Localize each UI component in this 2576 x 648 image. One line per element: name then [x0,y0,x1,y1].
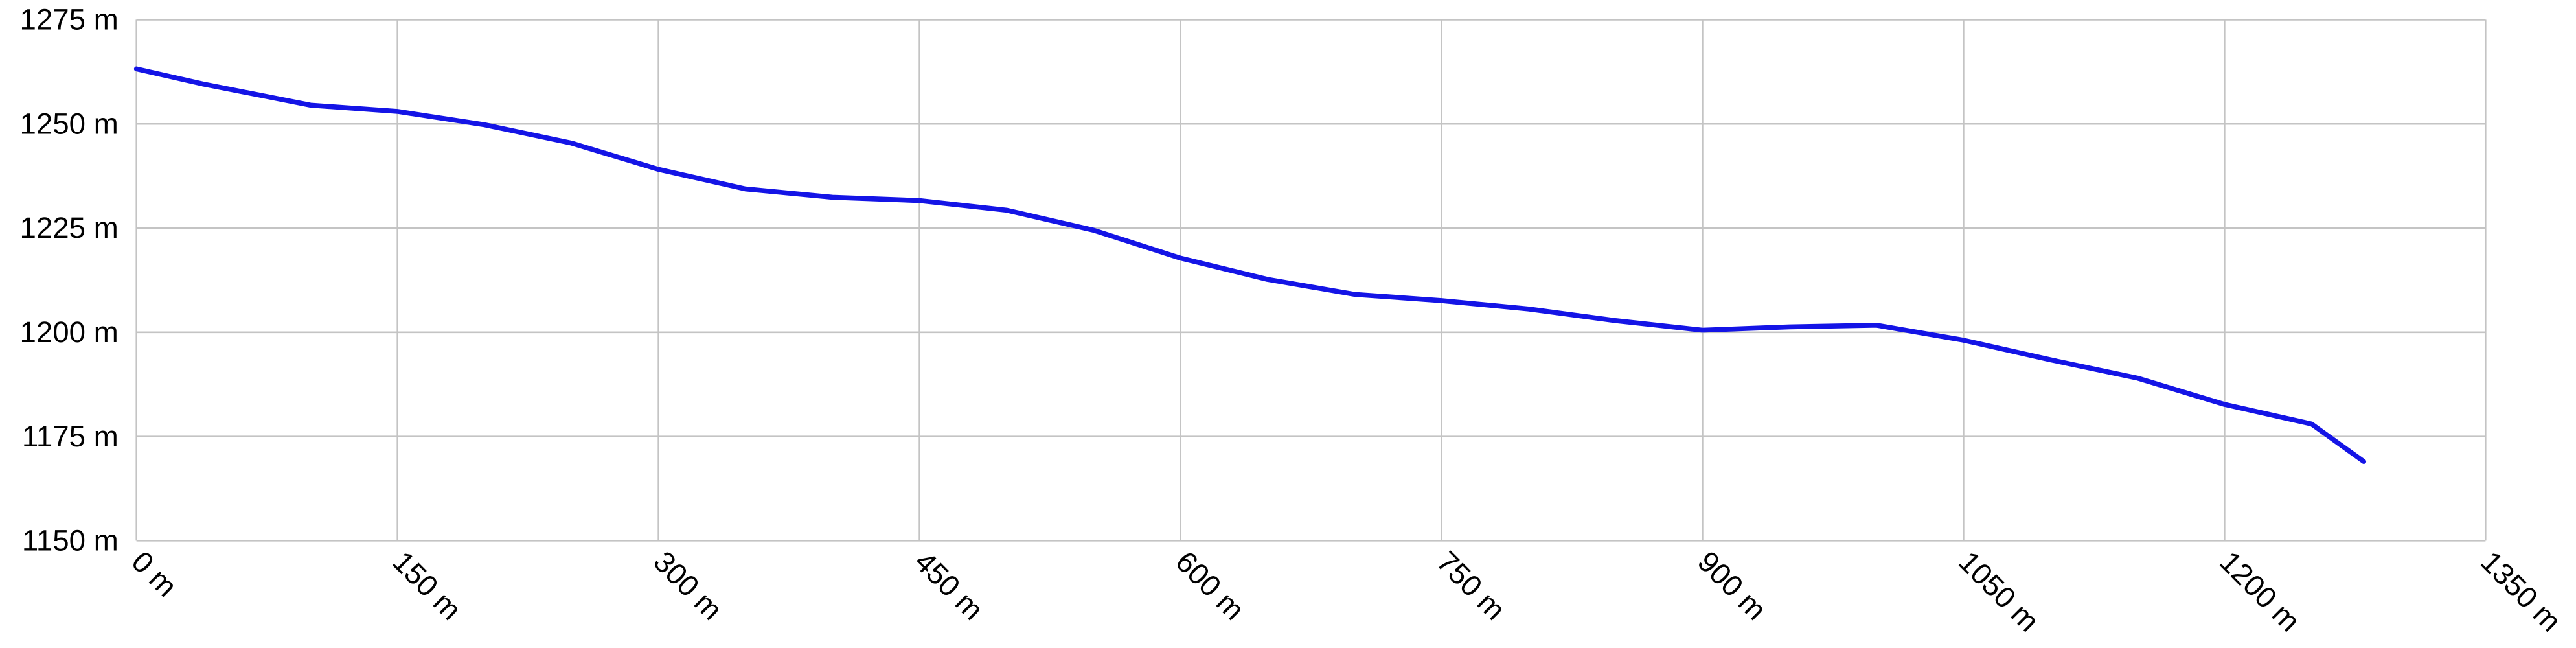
elevation-line [133,66,2367,465]
x-tick-label: 1050 m [1952,545,2046,638]
x-tick-label: 150 m [386,545,468,627]
x-tick-label: 1350 m [2474,545,2568,638]
x-tick-label: 600 m [1169,545,1251,627]
x-tick-label: 300 m [647,545,729,627]
y-tick-label: 1150 m [22,524,119,557]
y-tick-label: 1225 m [20,211,119,244]
y-tick-label: 1175 m [22,420,119,453]
x-tick-label: 0 m [125,545,183,603]
y-tick-label: 1250 m [20,107,119,140]
x-tick-label: 450 m [908,545,990,627]
y-tick-label: 1200 m [20,316,119,349]
y-tick-label: 1275 m [20,3,119,36]
x-tick-label: 900 m [1691,545,1773,627]
x-tick-label: 1200 m [2213,545,2307,638]
x-tick-label: 750 m [1430,545,1512,627]
